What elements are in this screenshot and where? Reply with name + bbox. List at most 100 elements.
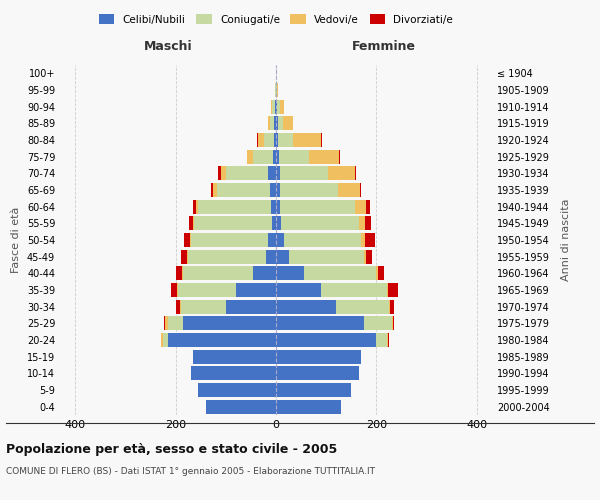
Bar [276, 300, 336, 314]
Bar [274, 116, 276, 130]
Bar [253, 150, 273, 164]
Bar [213, 183, 217, 197]
Bar [277, 83, 278, 97]
Bar [236, 283, 276, 297]
Text: Femmine: Femmine [352, 40, 416, 54]
Bar [276, 366, 359, 380]
Bar [176, 300, 179, 314]
Bar [273, 150, 276, 164]
Bar [338, 183, 361, 197]
Bar [276, 316, 364, 330]
Bar [276, 166, 280, 180]
Bar [206, 400, 276, 414]
Bar [276, 283, 321, 297]
Text: Popolazione per età, sesso e stato civile - 2005: Popolazione per età, sesso e stato civil… [6, 442, 337, 456]
Bar [364, 316, 392, 330]
Bar [280, 183, 338, 197]
Bar [268, 116, 271, 130]
Y-axis label: Fasce di età: Fasce di età [11, 207, 21, 273]
Bar [198, 383, 276, 397]
Bar [166, 316, 168, 330]
Bar [280, 100, 284, 114]
Bar [321, 133, 322, 147]
Bar [339, 150, 340, 164]
Bar [191, 233, 268, 247]
Bar [276, 116, 278, 130]
Bar [284, 233, 361, 247]
Bar [386, 333, 388, 347]
Bar [388, 333, 389, 347]
Y-axis label: Anni di nascita: Anni di nascita [561, 198, 571, 281]
Bar [367, 200, 370, 214]
Bar [257, 133, 258, 147]
Bar [276, 383, 352, 397]
Bar [289, 250, 364, 264]
Bar [378, 266, 384, 280]
Bar [276, 100, 277, 114]
Bar [278, 116, 283, 130]
Bar [364, 250, 367, 264]
Bar [268, 233, 276, 247]
Bar [176, 266, 182, 280]
Bar [189, 216, 193, 230]
Bar [367, 250, 373, 264]
Bar [181, 300, 226, 314]
Bar [361, 233, 365, 247]
Bar [280, 166, 328, 180]
Bar [276, 250, 289, 264]
Bar [266, 250, 276, 264]
Bar [183, 266, 253, 280]
Bar [194, 216, 272, 230]
Bar [161, 333, 163, 347]
Bar [218, 166, 221, 180]
Bar [191, 366, 276, 380]
Bar [184, 233, 190, 247]
Bar [390, 300, 394, 314]
Bar [278, 150, 308, 164]
Bar [276, 216, 281, 230]
Bar [388, 283, 398, 297]
Bar [270, 183, 276, 197]
Bar [181, 250, 187, 264]
Bar [277, 100, 280, 114]
Bar [198, 200, 271, 214]
Bar [196, 200, 198, 214]
Bar [276, 133, 278, 147]
Bar [258, 133, 264, 147]
Bar [376, 333, 386, 347]
Bar [271, 116, 274, 130]
Bar [193, 200, 196, 214]
Text: Maschi: Maschi [143, 40, 193, 54]
Text: COMUNE DI FLERO (BS) - Dati ISTAT 1° gennaio 2005 - Elaborazione TUTTITALIA.IT: COMUNE DI FLERO (BS) - Dati ISTAT 1° gen… [6, 468, 375, 476]
Bar [168, 316, 183, 330]
Bar [376, 266, 378, 280]
Bar [280, 200, 355, 214]
Bar [193, 350, 276, 364]
Bar [304, 266, 376, 280]
Bar [171, 283, 177, 297]
Bar [164, 316, 166, 330]
Bar [276, 183, 280, 197]
Bar [275, 100, 276, 114]
Bar [271, 100, 272, 114]
Bar [308, 150, 339, 164]
Bar [193, 216, 194, 230]
Bar [264, 133, 274, 147]
Bar [336, 300, 389, 314]
Bar [187, 250, 188, 264]
Bar [182, 266, 183, 280]
Bar [321, 283, 386, 297]
Bar [268, 166, 276, 180]
Bar [253, 266, 276, 280]
Bar [276, 333, 376, 347]
Bar [179, 300, 181, 314]
Bar [226, 166, 268, 180]
Bar [355, 200, 367, 214]
Bar [276, 400, 341, 414]
Bar [272, 216, 276, 230]
Bar [281, 216, 359, 230]
Bar [178, 283, 236, 297]
Bar [168, 333, 276, 347]
Bar [221, 166, 226, 180]
Bar [365, 233, 376, 247]
